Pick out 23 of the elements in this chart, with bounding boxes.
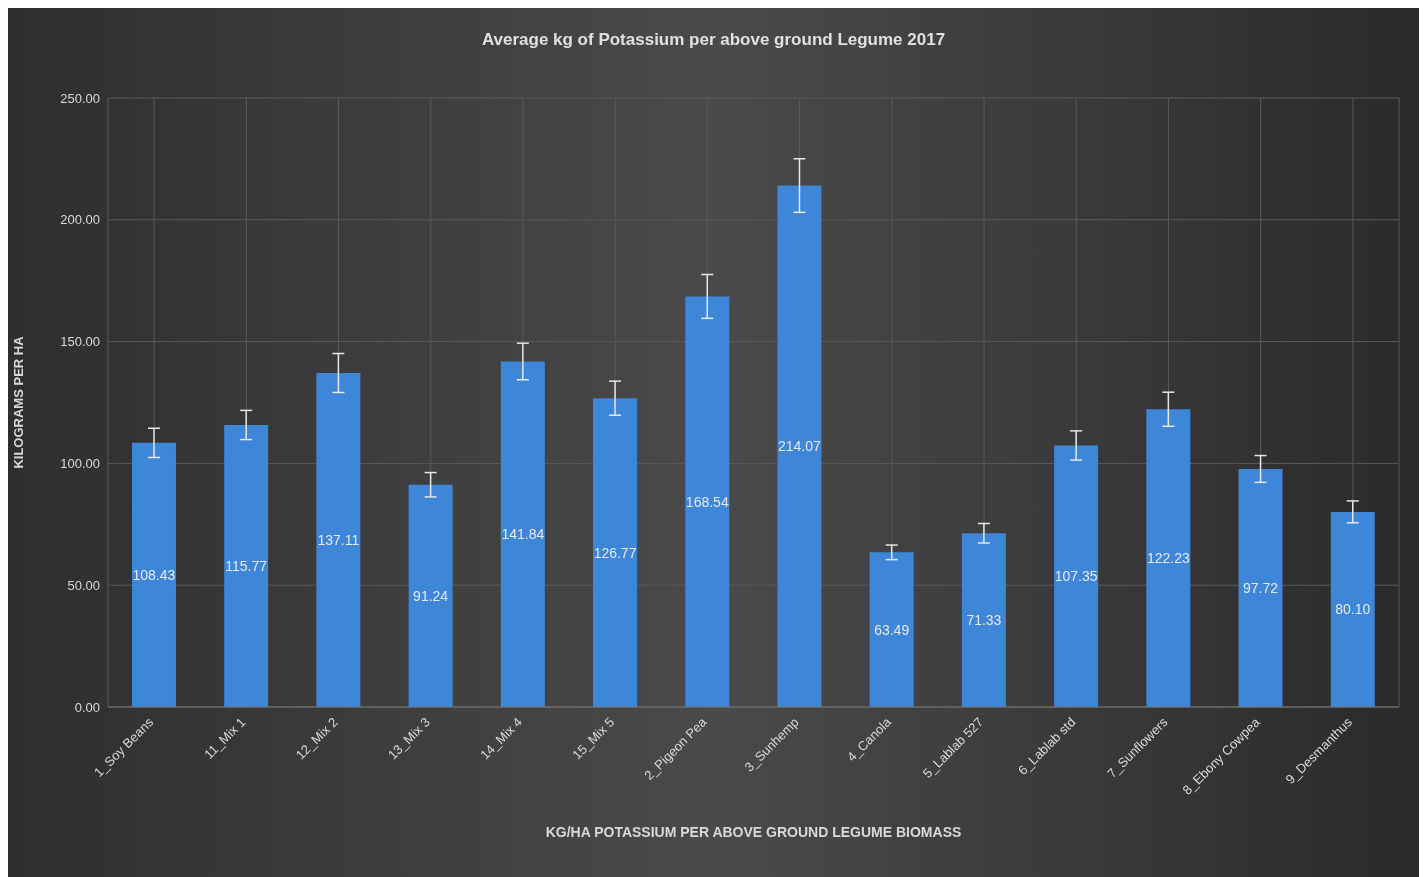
- y-axis-title: KILOGRAMS PER HA: [10, 335, 26, 469]
- data-label: 91.24: [413, 587, 449, 604]
- data-label: 80.10: [1335, 601, 1371, 618]
- data-label: 214.07: [778, 438, 822, 455]
- y-tick-label: 0.00: [74, 699, 100, 715]
- data-label: 71.33: [966, 612, 1002, 629]
- data-label: 115.77: [225, 557, 268, 574]
- data-label: 126.77: [593, 544, 637, 561]
- data-label: 141.84: [501, 526, 545, 543]
- data-label: 97.72: [1243, 579, 1279, 596]
- data-label: 122.23: [1146, 550, 1190, 567]
- data-label: 108.43: [132, 566, 176, 583]
- data-label: 63.49: [874, 621, 910, 638]
- y-tick-label: 200.00: [60, 212, 100, 228]
- y-tick-label: 250.00: [60, 90, 100, 106]
- chart-title: Average kg of Potassium per above ground Legume 2017: [480, 30, 947, 50]
- y-tick-label: 50.00: [67, 577, 100, 593]
- data-label: 137.11: [317, 531, 360, 548]
- y-tick-label: 100.00: [60, 456, 100, 472]
- x-axis-title: KG/HA POTASSIUM PER ABOVE GROUND LEGUME BIOMASS: [545, 824, 962, 840]
- data-label: 107.35: [1054, 568, 1098, 585]
- data-label: 168.54: [685, 493, 729, 510]
- y-tick-label: 150.00: [60, 334, 100, 350]
